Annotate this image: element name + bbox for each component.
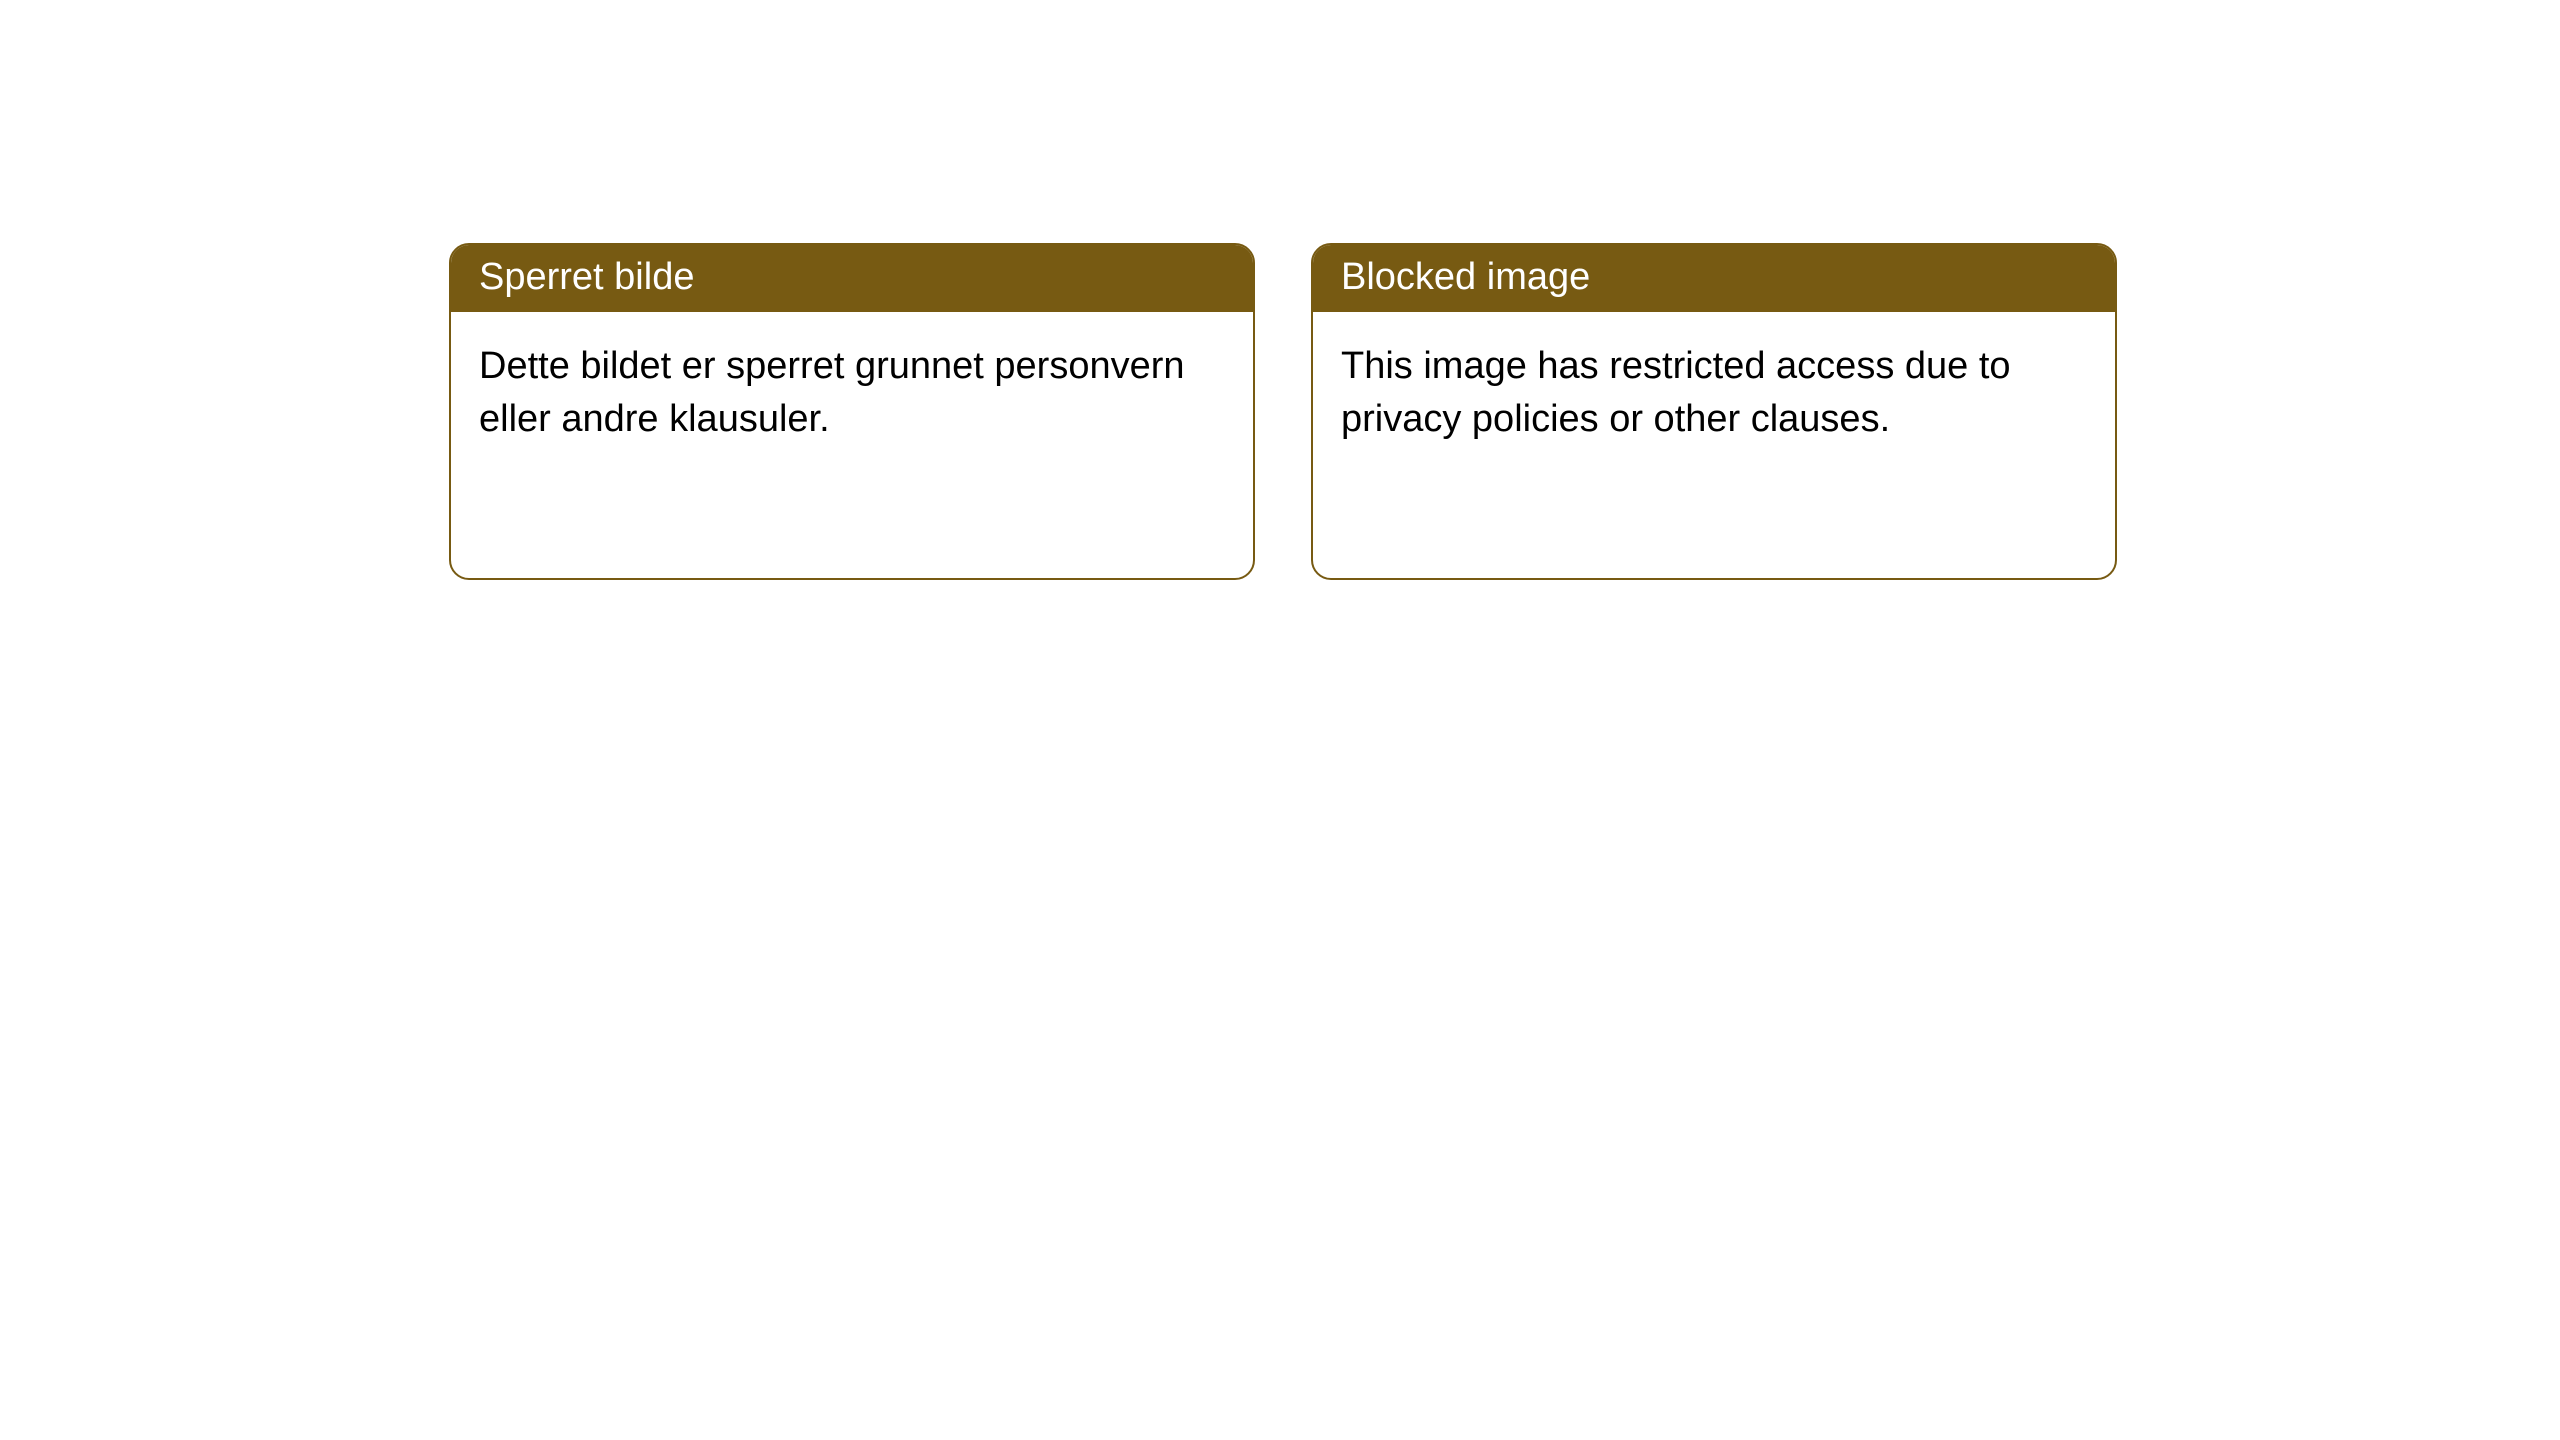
notice-container: Sperret bilde Dette bildet er sperret gr… [0,0,2560,580]
notice-body: This image has restricted access due to … [1313,312,2115,473]
notice-card-norwegian: Sperret bilde Dette bildet er sperret gr… [449,243,1255,580]
notice-title: Blocked image [1313,245,2115,312]
notice-card-english: Blocked image This image has restricted … [1311,243,2117,580]
notice-title: Sperret bilde [451,245,1253,312]
notice-body: Dette bildet er sperret grunnet personve… [451,312,1253,473]
